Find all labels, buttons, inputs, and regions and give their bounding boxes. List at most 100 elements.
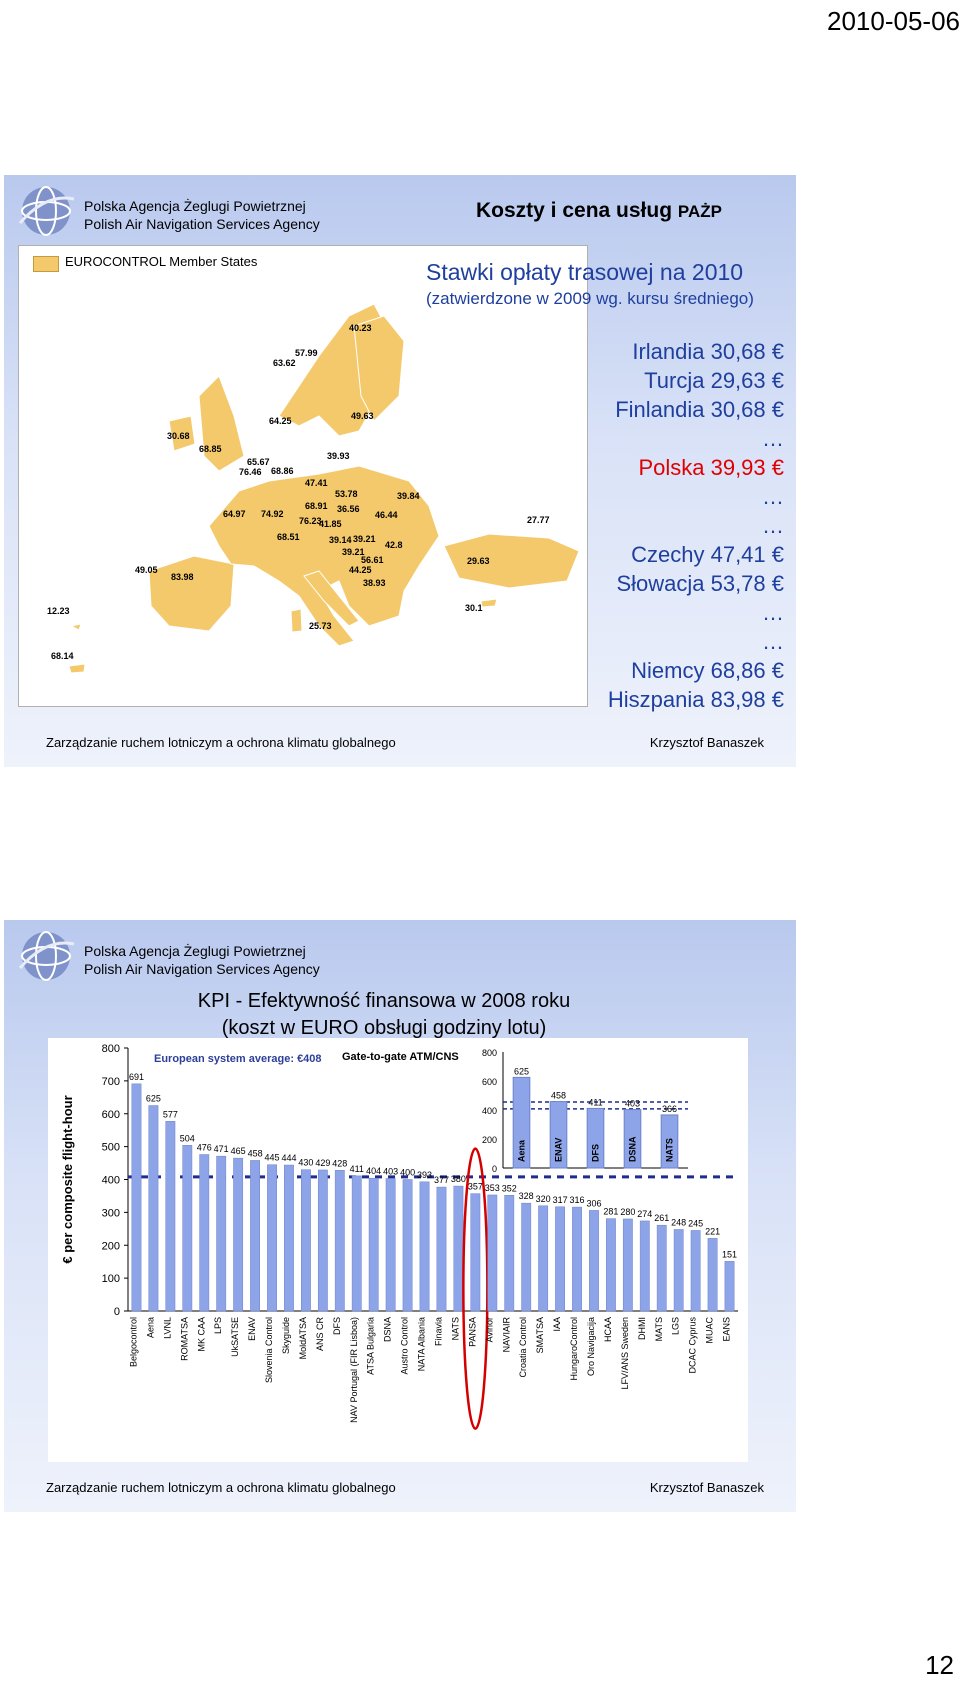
bar-value-label: 504 — [180, 1133, 195, 1143]
category-label: DCAC Cyprus — [688, 1317, 698, 1374]
category-label: ENAV — [247, 1317, 257, 1341]
bar-value-label: 317 — [553, 1195, 568, 1205]
slide-title: Koszty i cena usług PAŻP — [476, 199, 722, 223]
bar-iaa — [555, 1206, 565, 1312]
bar-value-label: 280 — [620, 1207, 635, 1217]
route-charge-rates: Irlandia 30,68 € Turcja 29,63 € Finlandi… — [524, 337, 784, 714]
category-label: Austro Control — [400, 1317, 410, 1375]
bar-skyguide — [284, 1164, 294, 1312]
gate-to-gate-label: Gate-to-gate ATM/CNS — [342, 1051, 459, 1063]
bar-value-label: 320 — [536, 1194, 551, 1204]
category-label: ANS CR — [315, 1317, 325, 1352]
bar-value-label: 400 — [400, 1168, 415, 1178]
inset-category-label: NATS — [665, 1138, 675, 1162]
bar-value-label: 353 — [485, 1183, 500, 1193]
y-tick-label: 400 — [102, 1175, 120, 1187]
bar-value-label: 444 — [281, 1153, 296, 1163]
bar-mats — [656, 1224, 667, 1312]
category-label: Avinor — [484, 1317, 494, 1342]
bar-moldatsa — [301, 1169, 311, 1312]
map-label: 46.44 — [375, 510, 398, 520]
bar-slovenia-control — [267, 1164, 277, 1312]
footer-author: Krzysztof Banaszek — [649, 735, 764, 750]
inset-y-tick-label: 600 — [482, 1077, 497, 1087]
bar-lps — [216, 1155, 227, 1312]
rate-item: … — [762, 600, 784, 625]
category-label: Finavia — [433, 1317, 443, 1346]
bar-avinor — [487, 1194, 498, 1312]
inset-y-tick-label: 0 — [492, 1164, 497, 1174]
category-label: NAVIAIR — [501, 1317, 511, 1353]
bar-value-label: 352 — [502, 1183, 517, 1193]
bar-value-label: 377 — [434, 1175, 449, 1185]
y-tick-label: 700 — [102, 1076, 120, 1088]
bar-hcaa — [606, 1218, 616, 1312]
bar-value-label: 445 — [265, 1153, 280, 1163]
map-shapes: 40.23 57.99 63.62 49.63 64.25 30.68 68.8… — [47, 303, 580, 674]
rate-item: Słowacja 53,78 € — [616, 571, 784, 596]
pansa-highlight-ellipse — [462, 1147, 489, 1430]
bar-nats — [453, 1185, 464, 1312]
bar-value-label: 261 — [654, 1213, 669, 1223]
bar-value-label: 411 — [350, 1164, 364, 1174]
bar-value-label: 274 — [637, 1209, 652, 1219]
y-axis-label: € per composite flight-hour — [60, 1095, 75, 1263]
bar-smatsa — [538, 1205, 549, 1312]
bar-dcac-cyprus — [690, 1230, 701, 1312]
bar-value-label: 393 — [417, 1170, 432, 1180]
bar-romatsa — [182, 1145, 193, 1312]
bar-value-label: 404 — [366, 1166, 381, 1176]
map-label: 68.14 — [51, 651, 74, 661]
slide-route-charges: Polska Agencja Żeglugi Powietrznej Polis… — [4, 175, 796, 767]
inset-category-label: DSNA — [628, 1136, 638, 1162]
category-label: ATSA Bulgaria — [366, 1317, 376, 1375]
bar-value-label: 465 — [231, 1146, 246, 1156]
map-label: 39.21 — [353, 534, 376, 544]
map-label: 36.56 — [337, 504, 360, 514]
map-label: 76.23 — [299, 516, 322, 526]
rate-item: … — [762, 629, 784, 654]
map-label: 56.61 — [361, 555, 384, 565]
bar-value-label: 471 — [214, 1144, 229, 1154]
inset-bar-dsna — [623, 1109, 642, 1169]
bar-croatia-control — [521, 1202, 532, 1312]
category-label: HCAA — [603, 1317, 613, 1342]
bar-value-label: 458 — [248, 1148, 263, 1158]
agency-name: Polska Agencja Żeglugi Powietrznej Polis… — [84, 942, 320, 978]
category-label: HungaroControl — [569, 1317, 579, 1381]
category-label: Croatia Control — [518, 1317, 528, 1378]
slide-title-suffix: PAŻP — [677, 202, 722, 221]
footer-author: Krzysztof Banaszek — [649, 1480, 764, 1495]
map-label: 63.62 — [273, 358, 296, 368]
bar-value-label: 476 — [197, 1143, 212, 1153]
bar-value-label: 221 — [705, 1226, 720, 1236]
inset-bar-value-label: 366 — [662, 1104, 677, 1114]
bar-dsna — [385, 1178, 396, 1312]
agency-name-en: Polish Air Navigation Services Agency — [84, 216, 320, 232]
kpi-title: KPI - Efektywność finansowa w 2008 roku … — [184, 988, 584, 1042]
map-label: 39.84 — [397, 491, 420, 501]
kpi-chart-svg: € per composite flight-hour 0 100 200 300 400… — [60, 1043, 738, 1430]
rates-subtitle: Stawki opłaty trasowej na 2010 — [426, 259, 744, 285]
bar-oro-navigacija — [589, 1210, 599, 1312]
bar-value-label: 316 — [570, 1195, 585, 1205]
category-label: Oro Navigacija — [586, 1317, 596, 1376]
bar-value-label: 625 — [146, 1094, 161, 1104]
bar-naviair — [504, 1195, 515, 1312]
bar-dfs — [334, 1170, 345, 1312]
bar-value-label: 306 — [586, 1198, 601, 1208]
rate-item: … — [762, 513, 784, 538]
inset-bar-aena — [512, 1076, 531, 1169]
map-label: 64.97 — [223, 509, 246, 519]
category-label: Aena — [145, 1317, 155, 1338]
bar-value-label: 380 — [451, 1174, 466, 1184]
y-tick-label: 300 — [102, 1207, 120, 1219]
bar-value-label: 403 — [383, 1167, 398, 1177]
map-label: 30.1 — [465, 603, 483, 613]
bar-dhmi — [639, 1220, 650, 1312]
y-tick-label: 100 — [102, 1273, 120, 1285]
map-label: 44.25 — [349, 565, 372, 575]
bar-lvnl — [165, 1121, 176, 1312]
legend-swatch — [33, 256, 59, 272]
map-label: 30.68 — [167, 431, 190, 441]
